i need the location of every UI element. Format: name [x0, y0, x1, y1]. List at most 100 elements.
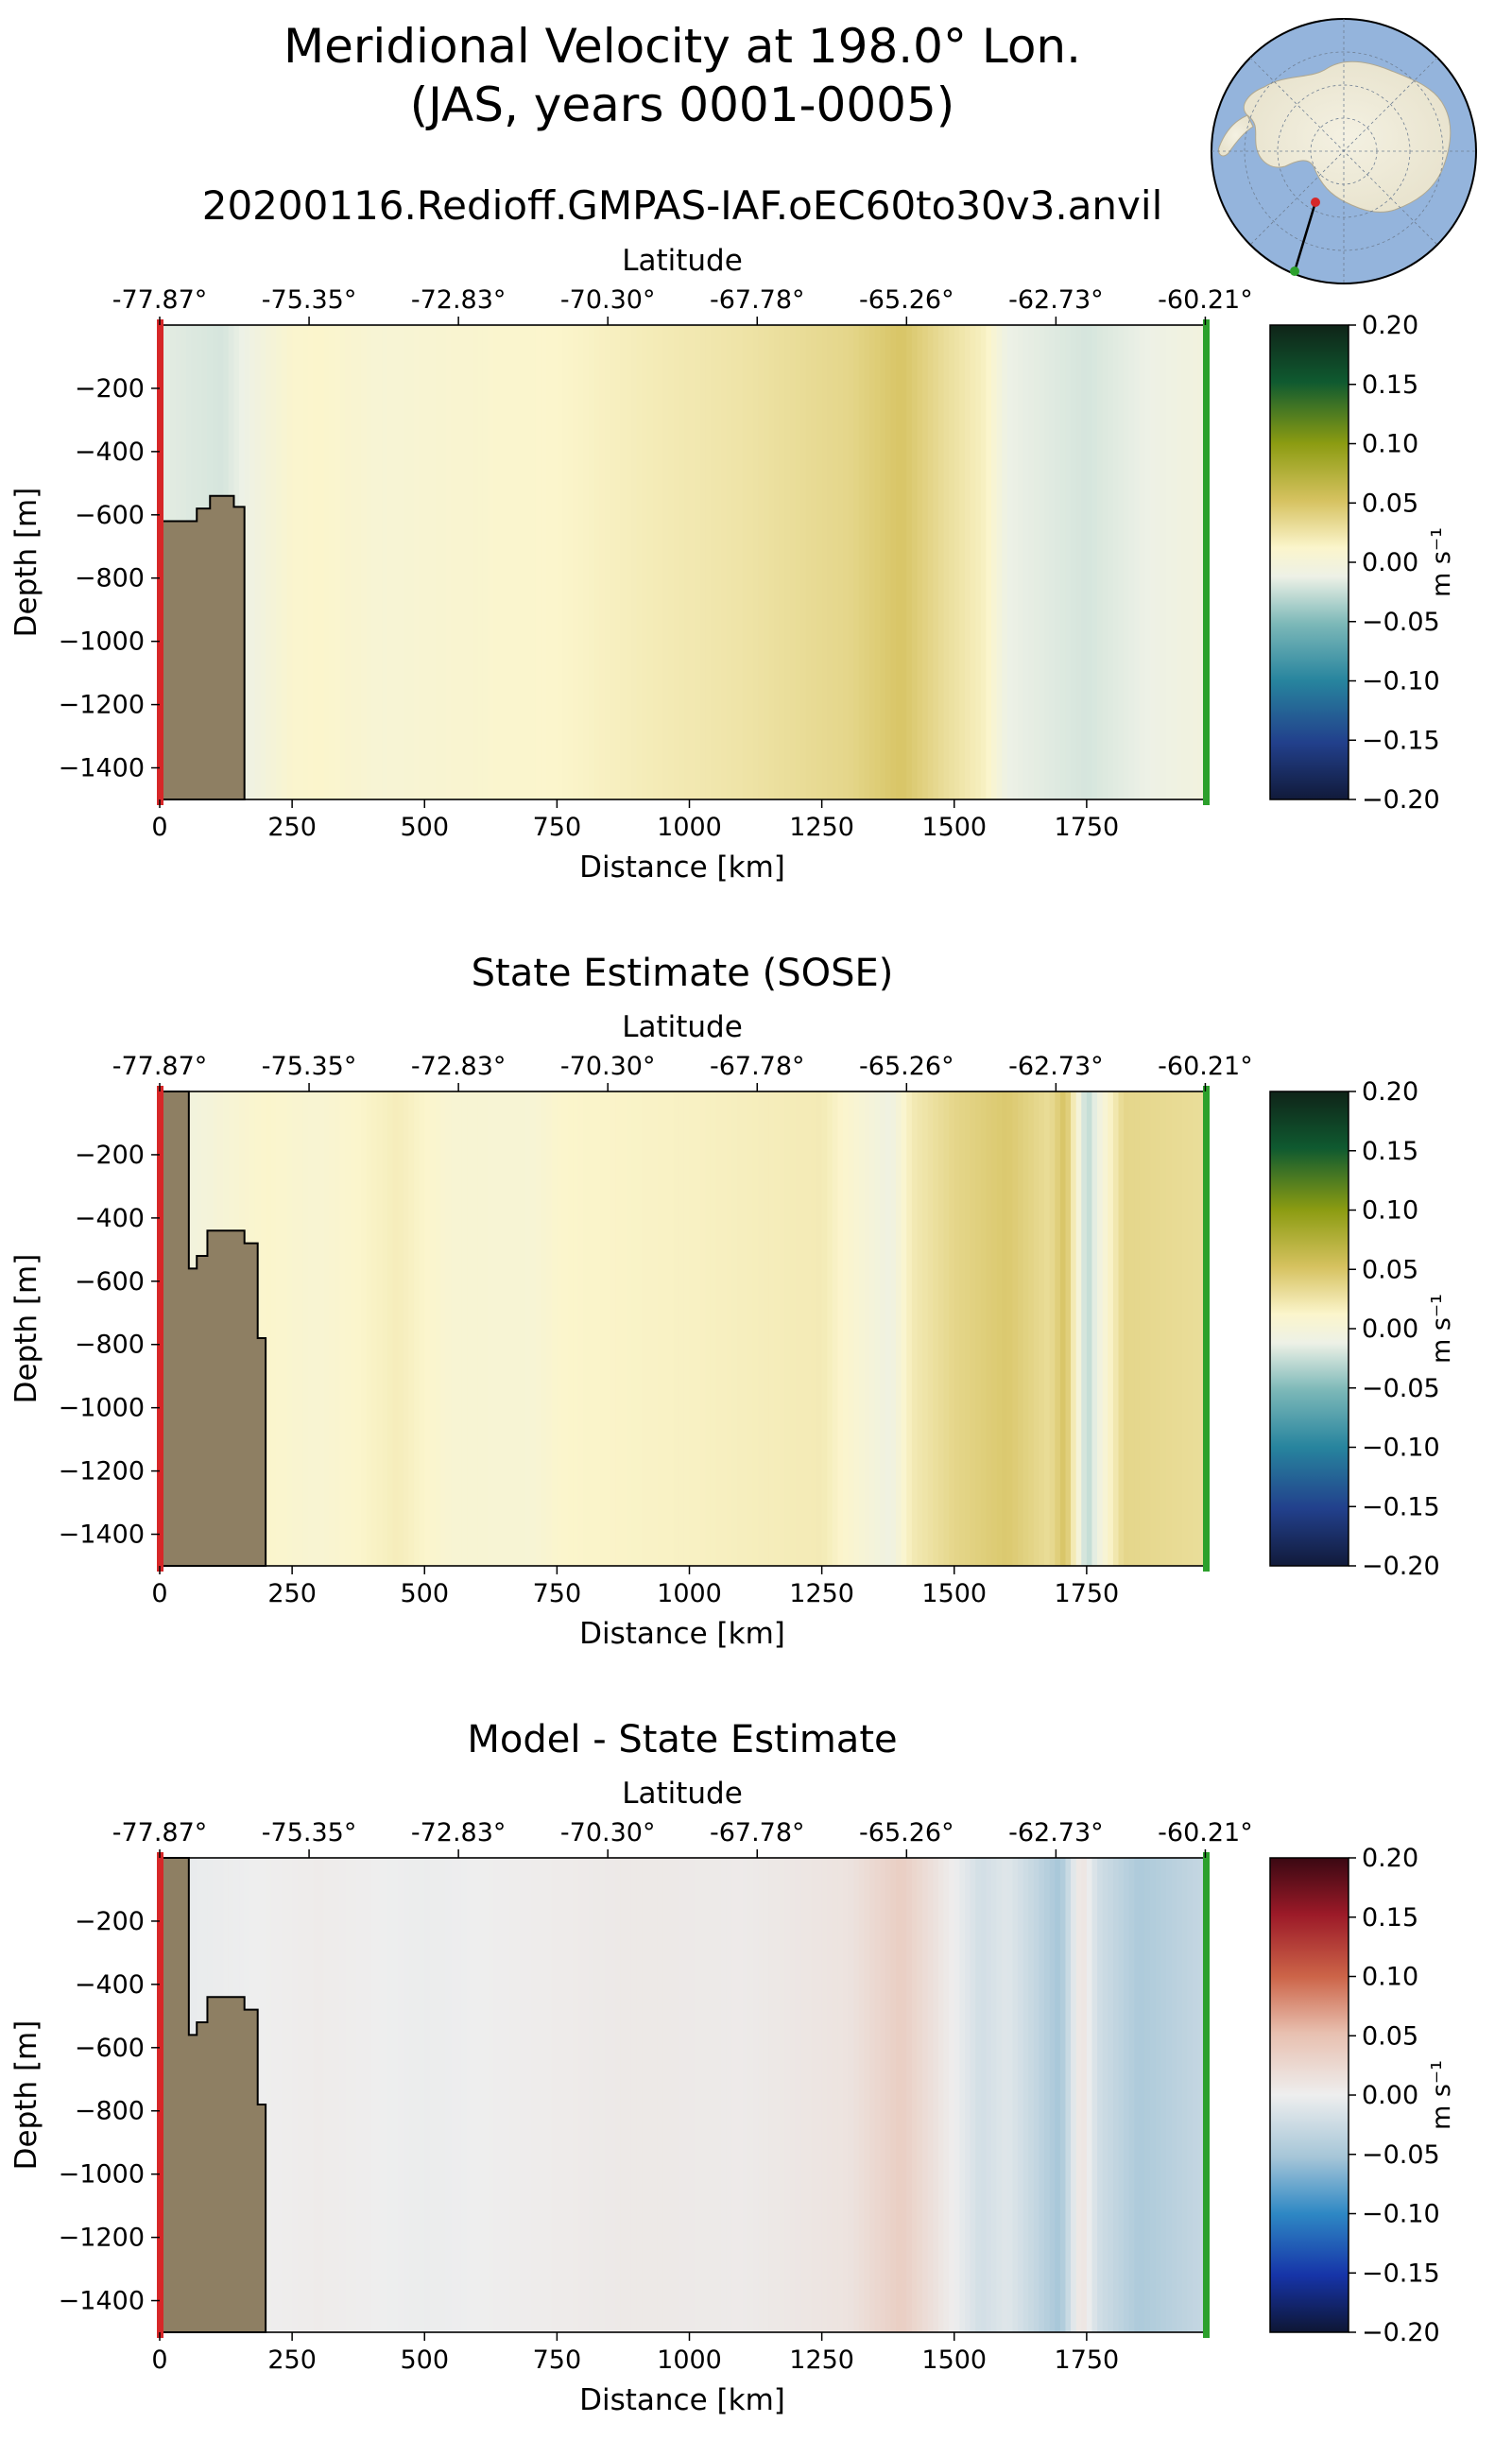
heatmap-cell: [890, 1091, 897, 1566]
heatmap-cell: [1065, 1091, 1072, 1566]
heatmap-cell: [949, 1858, 955, 2332]
heatmap-cell: [541, 1858, 547, 2332]
heatmap-cell: [811, 1858, 817, 2332]
heatmap-cell: [1006, 1091, 1014, 1566]
heatmap-cell: [721, 1091, 728, 1566]
heatmap-cell: [323, 325, 330, 799]
heatmap-cell: [1002, 1091, 1008, 1566]
heatmap-cell: [1018, 1091, 1024, 1566]
heatmap-cell: [657, 325, 664, 799]
heatmap-cell: [1081, 325, 1088, 799]
top-axis-label: Latitude: [622, 1777, 743, 1811]
heatmap-cell: [360, 1858, 368, 2332]
heatmap-cell: [524, 1858, 531, 2332]
heatmap-cell: [959, 325, 966, 799]
heatmap-cell: [642, 325, 648, 799]
heatmap-cell: [350, 1091, 356, 1566]
heatmap-cell: [371, 1858, 378, 2332]
bathymetry-sose: [159, 1091, 267, 1567]
heatmap-cell: [689, 1858, 696, 2332]
heatmap-cell: [715, 1858, 722, 2332]
heatmap-cell: [429, 1858, 437, 2332]
heatmap-cell: [986, 1858, 992, 2332]
heatmap-cell: [805, 1091, 813, 1566]
heatmap-cell: [768, 1091, 775, 1566]
heatmap-cell: [371, 1091, 378, 1566]
heatmap-cell: [307, 1858, 315, 2332]
heatmap-cell: [689, 1091, 696, 1566]
y-tick-label: −1400: [59, 1521, 145, 1550]
heatmap-cell: [1049, 1091, 1056, 1566]
heatmap-cell: [927, 1858, 934, 2332]
heatmap-cell: [1081, 1091, 1088, 1566]
heatmap-cell: [266, 325, 272, 799]
heatmap-cell: [551, 1858, 558, 2332]
heatmap-cell: [1155, 1091, 1161, 1566]
heatmap-cell: [885, 1091, 892, 1566]
transect-end-bar: [1203, 319, 1210, 805]
heatmap-cell: [1124, 1858, 1130, 2332]
heatmap-cell: [896, 1091, 902, 1566]
heatmap-cell: [477, 1858, 484, 2332]
lat-tick-label: -75.35°: [262, 285, 357, 315]
heatmap-cell: [620, 1858, 627, 2332]
heatmap-cell: [403, 1091, 410, 1566]
heatmap-cell: [604, 1091, 611, 1566]
heatmap-cell: [990, 1091, 998, 1566]
heatmap-cell: [816, 1858, 823, 2332]
heatmap-cell: [922, 1091, 929, 1566]
heatmap-cell: [626, 1091, 632, 1566]
heatmap-cell: [292, 1858, 299, 2332]
heatmap-cell: [1044, 325, 1051, 799]
heatmap-cell: [1118, 1858, 1125, 2332]
heatmap-cell: [699, 1858, 706, 2332]
heatmap-cell: [482, 1858, 490, 2332]
y-axis-label: Depth [m]: [9, 2020, 43, 2171]
lat-tick-label: -72.83°: [411, 1818, 507, 1847]
x-tick-label: 0: [151, 2345, 167, 2375]
lat-tick-label: -62.73°: [1008, 1052, 1104, 1081]
heatmap-cell: [445, 325, 452, 799]
heatmap-cell: [679, 325, 685, 799]
heatmap-model: [160, 325, 1207, 799]
heatmap-cell: [954, 325, 960, 799]
x-tick-label: 750: [533, 813, 582, 842]
heatmap-cell: [429, 1091, 437, 1566]
heatmap-cell: [1187, 1091, 1194, 1566]
heatmap-cell: [683, 1858, 691, 2332]
heatmap-cell: [286, 1858, 293, 2332]
heatmap-cell: [1118, 1091, 1125, 1566]
heatmap-cell: [1028, 1858, 1035, 2332]
heatmap-cell: [695, 1091, 701, 1566]
heatmap-cell: [885, 325, 892, 799]
heatmap-cell: [366, 1091, 372, 1566]
heatmap-cell: [1086, 1858, 1093, 2332]
heatmap-cell: [1160, 325, 1167, 799]
heatmap-cell: [1134, 325, 1141, 799]
heatmap-cell: [339, 1858, 346, 2332]
heatmap-cell: [1059, 1858, 1067, 2332]
heatmap-cell: [334, 1091, 341, 1566]
heatmap-cell: [843, 1091, 850, 1566]
lat-tick-label: -67.78°: [710, 1818, 805, 1847]
lat-tick-label: -75.35°: [262, 1052, 357, 1081]
heatmap-cell: [853, 325, 860, 799]
heatmap-cell: [821, 1091, 828, 1566]
heatmap-cell: [911, 325, 919, 799]
heatmap-cell: [1150, 1858, 1157, 2332]
panel-diff: Model - State Estimate 0 250 500 750 1000 1250…: [9, 1718, 1456, 2417]
x-axis-label: Distance [km]: [579, 2383, 785, 2417]
heatmap-cell: [573, 1858, 579, 2332]
heatmap-cell: [1065, 1858, 1072, 2332]
heatmap-cell: [816, 1091, 823, 1566]
heatmap-cell: [975, 1858, 982, 2332]
colorbar-tick-label: 0.10: [1362, 1963, 1418, 1992]
heatmap-cell: [790, 325, 797, 799]
x-tick-label: 250: [267, 1579, 317, 1608]
heatmap-cell: [1187, 1858, 1194, 2332]
colorbar-tick-label: 0.10: [1362, 1196, 1418, 1226]
heatmap-cell: [752, 1858, 759, 2332]
heatmap-cell: [561, 325, 569, 799]
heatmap-cell: [1012, 1091, 1019, 1566]
heatmap-cell: [493, 1091, 500, 1566]
